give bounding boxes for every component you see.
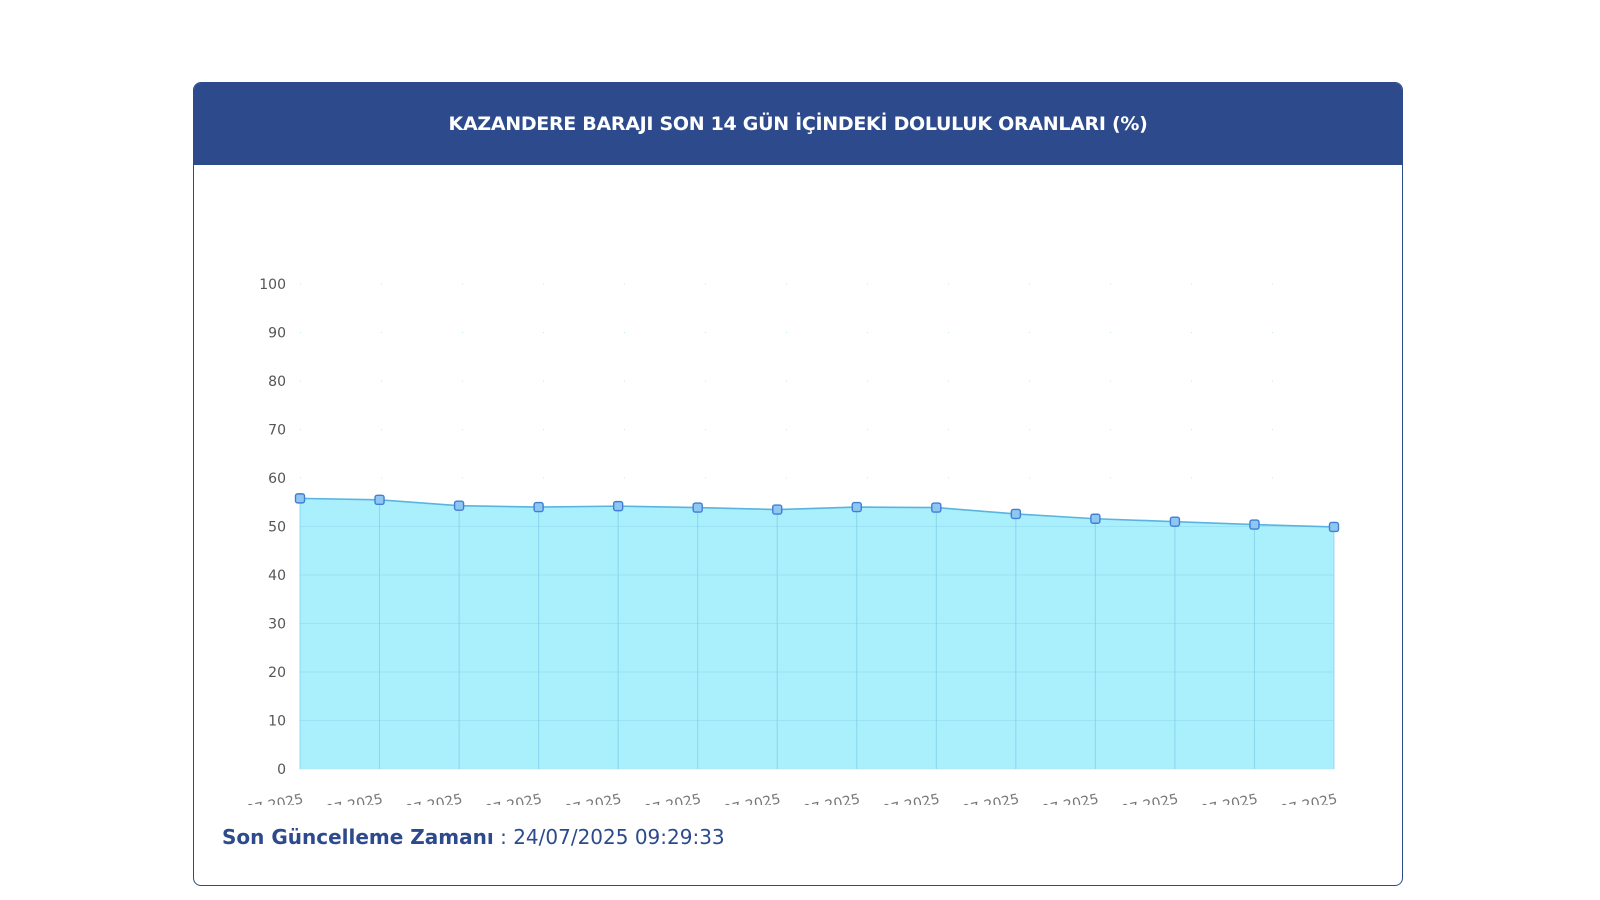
- last-update-separator: :: [493, 825, 514, 849]
- last-update-label: Son Güncelleme Zamanı: [222, 825, 494, 849]
- y-tick-label: 70: [268, 423, 286, 439]
- x-tick-label: 21.07.2025: [1018, 791, 1100, 805]
- data-point: [294, 493, 306, 504]
- data-point: [1169, 516, 1181, 527]
- x-tick-label: 17.07.2025: [700, 791, 782, 805]
- x-tick-label: 20.07.2025: [939, 791, 1021, 805]
- y-tick-label: 10: [268, 714, 286, 730]
- x-tick-label: 13.07.2025: [382, 791, 464, 805]
- data-point: [612, 500, 624, 512]
- data-point: [1249, 519, 1260, 530]
- y-tick-label: 0: [277, 762, 286, 778]
- y-tick-label: 90: [268, 326, 286, 342]
- y-tick-label: 50: [268, 520, 286, 536]
- x-tick-label: 14.07.2025: [462, 791, 544, 805]
- x-tick-label: 18.07.2025: [780, 791, 862, 805]
- data-point: [851, 501, 862, 513]
- x-tick-label: 23.07.2025: [1178, 791, 1260, 805]
- chart-svg: 0 10 20 30 40 50 60 70 80 90 100 11.07.202512.07.20…: [223, 277, 1340, 824]
- y-tick-label: 60: [268, 471, 286, 487]
- x-tick-label: 12.07.2025: [303, 791, 385, 805]
- data-point: [533, 501, 544, 513]
- data-point: [1328, 521, 1340, 533]
- chart-title: KAZANDERE BARAJI SON 14 GÜN İÇİNDEKİ DOL…: [194, 83, 1402, 165]
- last-update: Son Güncelleme Zamanı : 24/07/2025 09:29…: [222, 825, 725, 849]
- x-tick-label: 11.07.2025: [223, 791, 305, 805]
- series-line: [299, 497, 1335, 528]
- data-point: [374, 494, 385, 506]
- x-tick-label: 24.07.2025: [1257, 791, 1339, 805]
- data-point: [1010, 508, 1022, 520]
- chart-card: KAZANDERE BARAJI SON 14 GÜN İÇİNDEKİ DOL…: [193, 82, 1403, 886]
- data-point: [453, 500, 465, 511]
- data-point: [692, 502, 703, 513]
- data-point: [772, 504, 783, 515]
- chart-area: 0 10 20 30 40 50 60 70 80 90 100 11.07.202512.07.20…: [194, 165, 1401, 885]
- x-tick-label: 16.07.2025: [621, 791, 703, 805]
- data-point: [1090, 513, 1101, 524]
- x-tick-label: 19.07.2025: [859, 791, 941, 805]
- y-tick-label: 80: [268, 374, 286, 390]
- x-tick-label: 15.07.2025: [541, 791, 623, 805]
- data-point: [931, 502, 942, 513]
- last-update-value: 24/07/2025 09:29:33: [513, 825, 725, 849]
- y-tick-label: 20: [268, 665, 286, 681]
- y-tick-label: 30: [268, 617, 286, 633]
- y-tick-label: 100: [259, 277, 286, 293]
- y-tick-label: 40: [268, 568, 286, 584]
- x-tick-label: 22.07.2025: [1098, 791, 1180, 805]
- area-fill: [300, 498, 1334, 769]
